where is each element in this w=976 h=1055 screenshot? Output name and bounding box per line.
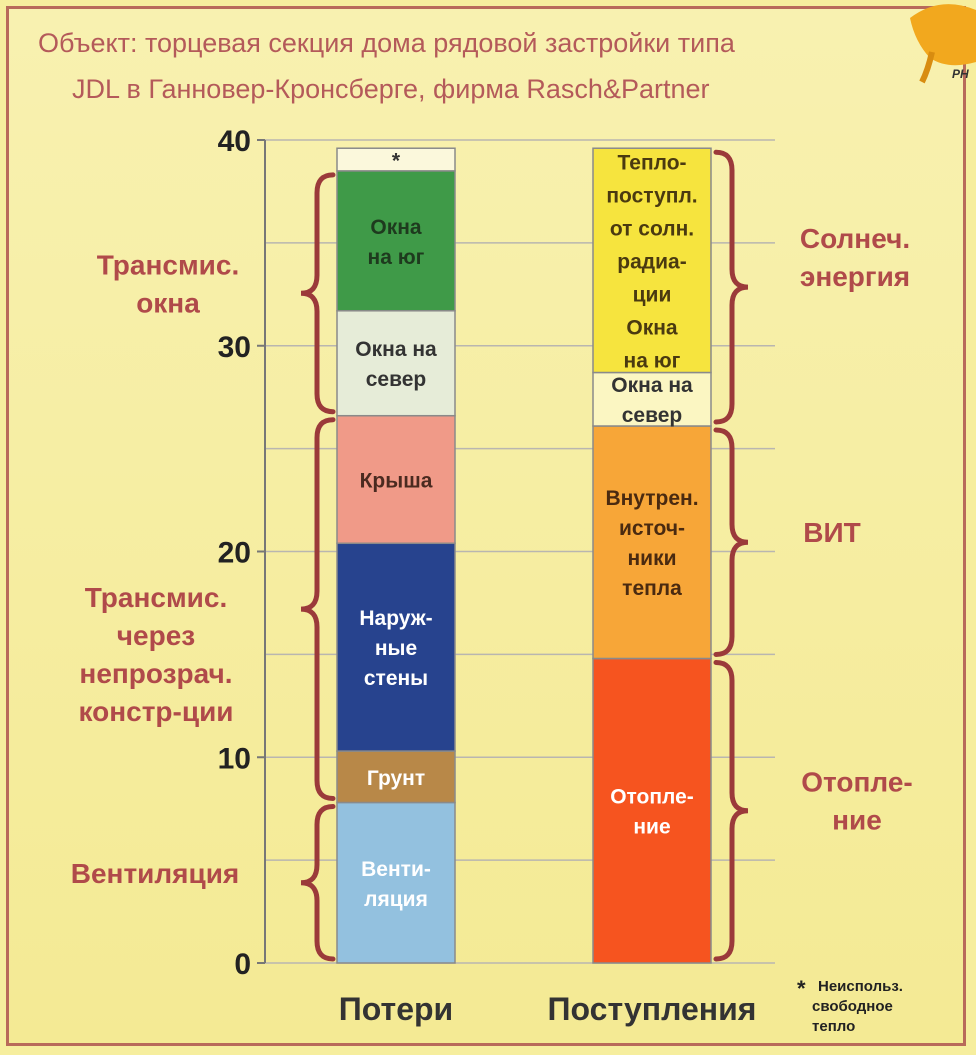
slide-frame [6, 6, 966, 1046]
segment-label: Внутрен. источ-ники тепла [605, 487, 698, 600]
right-annotation: ВИТ [803, 517, 860, 548]
bar-segment [592, 425, 712, 660]
segment-label: Тепло-поступл. от солн. радиа-ции Окна на юг [606, 151, 697, 372]
segment-label: Крыша [360, 469, 433, 492]
y-tick-label: 20 [218, 537, 251, 570]
bar-segment [336, 170, 456, 312]
right-annotation: Отопле-ние [801, 767, 912, 836]
segment-label: * [392, 150, 401, 173]
segment-label: Отопле-ние [610, 786, 694, 839]
segment-label: Наруж-ные стены [359, 607, 432, 690]
logo-icon [910, 4, 976, 84]
segment-label: Окна на север [355, 338, 437, 391]
bar-segment [336, 801, 456, 964]
segment-label: Грунт [367, 767, 425, 790]
y-tick-label: 30 [218, 331, 251, 364]
footnote-text: свободное [812, 998, 893, 1015]
left-brace [300, 417, 336, 802]
bar-segment [336, 414, 456, 545]
bar-segment [592, 657, 712, 964]
y-tick-label: 0 [234, 948, 251, 981]
footnote-text: Неиспольз. [818, 978, 903, 995]
category-label: Потери [339, 991, 453, 1027]
footnote-mark: * [797, 976, 806, 1001]
chart-title-line: JDL в Ганновер-Кронсберге, фирма Rasch&P… [72, 74, 710, 104]
left-annotation: Трансмис. через непрозрач. констр-ции [78, 582, 233, 727]
bar-segment [592, 371, 712, 427]
category-label: Поступления [548, 991, 757, 1027]
chart-title-line: Объект: торцевая секция дома рядовой зас… [38, 28, 736, 58]
segment-label: Венти-ляция [361, 858, 431, 911]
left-annotation: Трансмис. окна [97, 249, 239, 318]
bar-segment [336, 147, 456, 172]
bar-segment [336, 310, 456, 417]
right-annotation: Солнеч. энергия [800, 223, 910, 292]
segment-label: Окна на север [611, 374, 693, 427]
right-brace [713, 149, 749, 425]
left-brace [300, 804, 336, 962]
segment-label: Окна на юг [368, 216, 425, 269]
left-brace [300, 172, 336, 415]
footnote-text: тепло [812, 1018, 855, 1035]
right-brace [713, 659, 749, 962]
right-brace [713, 427, 749, 657]
logo-text: PH [952, 67, 969, 81]
bar-segment [336, 750, 456, 804]
bar-segment [592, 147, 712, 374]
left-annotation: Вентиляция [71, 858, 240, 889]
y-tick-label: 10 [218, 742, 251, 775]
y-tick-label: 40 [218, 125, 251, 158]
